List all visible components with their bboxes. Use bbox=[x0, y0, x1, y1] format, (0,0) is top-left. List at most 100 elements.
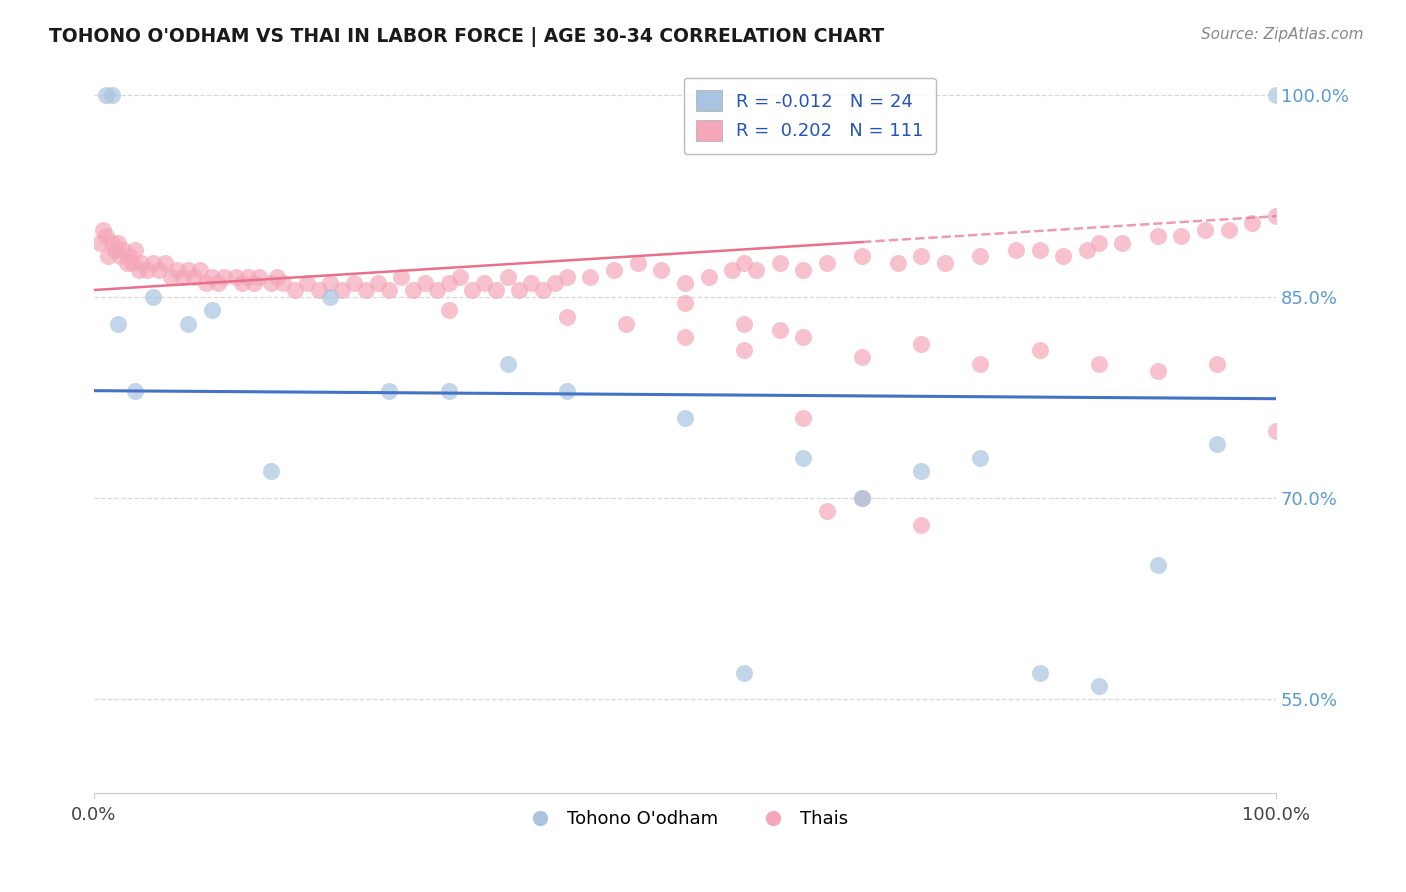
Point bbox=[115, 256, 138, 270]
Point bbox=[579, 269, 602, 284]
Point bbox=[472, 277, 495, 291]
Point bbox=[792, 330, 814, 344]
Point bbox=[378, 384, 401, 398]
Point bbox=[969, 249, 991, 263]
Point bbox=[697, 269, 720, 284]
Point bbox=[1111, 235, 1133, 250]
Point bbox=[107, 235, 129, 250]
Point bbox=[745, 263, 768, 277]
Point bbox=[673, 296, 696, 310]
Point bbox=[934, 256, 956, 270]
Point bbox=[266, 269, 288, 284]
Point bbox=[1265, 209, 1288, 223]
Point bbox=[108, 249, 131, 263]
Point bbox=[673, 330, 696, 344]
Point bbox=[792, 450, 814, 465]
Point bbox=[1028, 665, 1050, 680]
Point bbox=[142, 256, 165, 270]
Point bbox=[721, 263, 744, 277]
Point bbox=[93, 222, 115, 236]
Point bbox=[1218, 222, 1240, 236]
Point bbox=[437, 303, 460, 318]
Point bbox=[815, 504, 838, 518]
Point bbox=[1005, 243, 1028, 257]
Point bbox=[188, 263, 211, 277]
Point bbox=[1170, 229, 1192, 244]
Point bbox=[1146, 363, 1168, 377]
Point bbox=[1265, 88, 1288, 103]
Point bbox=[343, 277, 366, 291]
Point bbox=[121, 256, 143, 270]
Point bbox=[124, 384, 146, 398]
Point bbox=[1146, 229, 1168, 244]
Point bbox=[1028, 243, 1050, 257]
Point bbox=[461, 283, 484, 297]
Point bbox=[792, 263, 814, 277]
Point bbox=[733, 343, 755, 358]
Point bbox=[437, 384, 460, 398]
Point bbox=[225, 269, 247, 284]
Point bbox=[94, 229, 117, 244]
Point bbox=[249, 269, 271, 284]
Point bbox=[627, 256, 650, 270]
Point bbox=[508, 283, 530, 297]
Point bbox=[207, 277, 229, 291]
Point bbox=[733, 317, 755, 331]
Point bbox=[260, 464, 283, 478]
Point bbox=[177, 317, 200, 331]
Point bbox=[378, 283, 401, 297]
Point bbox=[1241, 216, 1264, 230]
Point bbox=[308, 283, 330, 297]
Text: Source: ZipAtlas.com: Source: ZipAtlas.com bbox=[1201, 27, 1364, 42]
Point bbox=[330, 283, 353, 297]
Point bbox=[284, 283, 307, 297]
Point bbox=[1265, 424, 1288, 438]
Point bbox=[555, 310, 578, 324]
Point bbox=[100, 88, 122, 103]
Point bbox=[271, 277, 294, 291]
Point bbox=[910, 249, 932, 263]
Point bbox=[389, 269, 412, 284]
Point bbox=[544, 277, 567, 291]
Point bbox=[148, 263, 170, 277]
Point bbox=[437, 277, 460, 291]
Point bbox=[231, 277, 253, 291]
Point bbox=[886, 256, 908, 270]
Point bbox=[295, 277, 318, 291]
Point bbox=[496, 269, 519, 284]
Point bbox=[242, 277, 264, 291]
Point bbox=[426, 283, 449, 297]
Point bbox=[319, 277, 342, 291]
Point bbox=[107, 317, 129, 331]
Point bbox=[183, 269, 205, 284]
Point bbox=[177, 263, 200, 277]
Point bbox=[97, 249, 120, 263]
Point bbox=[354, 283, 377, 297]
Point bbox=[449, 269, 471, 284]
Point bbox=[910, 336, 932, 351]
Point bbox=[236, 269, 259, 284]
Text: TOHONO O'ODHAM VS THAI IN LABOR FORCE | AGE 30-34 CORRELATION CHART: TOHONO O'ODHAM VS THAI IN LABOR FORCE | … bbox=[49, 27, 884, 46]
Point bbox=[768, 323, 790, 337]
Point bbox=[673, 277, 696, 291]
Point bbox=[851, 350, 873, 364]
Point bbox=[673, 410, 696, 425]
Point bbox=[367, 277, 389, 291]
Point bbox=[1087, 679, 1109, 693]
Point bbox=[910, 464, 932, 478]
Point bbox=[485, 283, 508, 297]
Point bbox=[128, 263, 150, 277]
Point bbox=[733, 256, 755, 270]
Point bbox=[89, 235, 111, 250]
Point bbox=[94, 88, 117, 103]
Point bbox=[212, 269, 235, 284]
Point bbox=[129, 256, 152, 270]
Point bbox=[910, 517, 932, 532]
Point bbox=[555, 269, 578, 284]
Point bbox=[733, 665, 755, 680]
Point bbox=[969, 450, 991, 465]
Point bbox=[520, 277, 543, 291]
Point bbox=[531, 283, 554, 297]
Point bbox=[1052, 249, 1074, 263]
Point bbox=[1028, 343, 1050, 358]
